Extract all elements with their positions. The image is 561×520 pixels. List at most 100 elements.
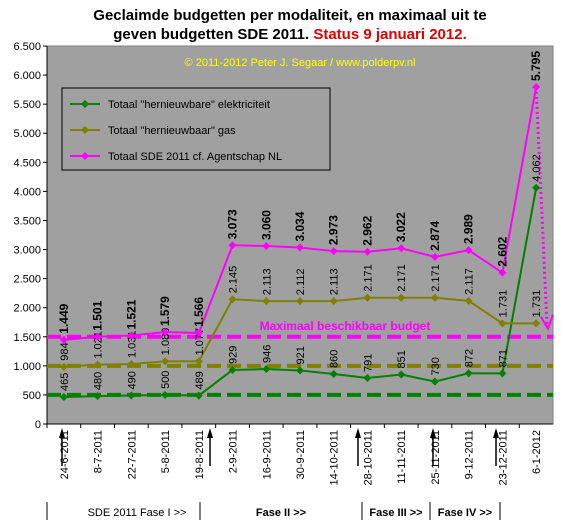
data-label: 5.795 (529, 51, 543, 81)
marker (532, 82, 541, 91)
data-label: 500 (160, 371, 172, 389)
data-label: 2.145 (228, 266, 240, 294)
phase-label: Fase III >> (369, 507, 422, 519)
legend-marker (81, 100, 89, 108)
phase-label: Fase II >> (256, 507, 306, 519)
x-tick-label: 5-8-2011 (160, 430, 172, 473)
x-tick-label: 22-7-2011 (126, 430, 138, 479)
marker (161, 390, 170, 399)
legend-label: Totaal SDE 2011 cf. Agentschap NL (108, 151, 282, 163)
y-tick-label: 3.000 (13, 245, 41, 257)
data-label: 2.113 (261, 268, 273, 295)
marker (296, 366, 304, 375)
marker (329, 247, 338, 256)
x-tick-label: 11-11-2011 (396, 430, 408, 484)
y-tick-label: 0 (35, 419, 41, 431)
marker (161, 357, 170, 366)
marker (498, 369, 507, 378)
data-label: 2.962 (360, 215, 374, 245)
y-tick-label: 4.500 (13, 157, 41, 169)
legend-box (61, 87, 331, 171)
phase-label: Fase IV >> (438, 507, 492, 519)
marker (93, 360, 102, 369)
marker (93, 392, 102, 401)
marker (194, 328, 203, 337)
data-label: 2.117 (464, 268, 476, 295)
data-label: 2.171 (396, 264, 408, 292)
legend-label: Totaal "hernieuwbare" elektriciteit (108, 99, 270, 111)
legend-label: Totaal "hernieuwbaar" gas (108, 125, 236, 137)
marker (127, 360, 136, 369)
data-label: 929 (228, 346, 240, 364)
marker (262, 364, 271, 373)
data-label: 871 (497, 349, 509, 367)
y-tick-label: 4.000 (13, 186, 41, 198)
data-label: 3.073 (226, 209, 240, 239)
phase-label: SDE 2011 Fase I >> (88, 507, 187, 519)
trend-arrow-head (540, 314, 554, 332)
marker (262, 242, 271, 251)
phase-arrow-head (59, 428, 65, 438)
data-label: 1.449 (57, 303, 71, 333)
data-label: 3.034 (293, 211, 307, 241)
data-label: 489 (194, 371, 206, 389)
marker (59, 392, 68, 401)
marker (329, 297, 338, 306)
data-label: 4.062 (531, 154, 543, 182)
y-tick-label: 2.500 (13, 274, 41, 286)
marker (397, 370, 406, 379)
marker (59, 335, 68, 344)
phase-arrow-head (493, 428, 499, 438)
marker (127, 331, 136, 340)
data-label: 860 (329, 350, 341, 368)
data-label: 872 (464, 349, 476, 367)
marker (228, 241, 237, 250)
data-label: 2.973 (327, 215, 341, 245)
marker (262, 297, 271, 306)
y-tick-label: 1.000 (13, 361, 41, 373)
phase-arrow-head (207, 428, 213, 438)
marker (397, 244, 406, 253)
y-tick-label: 1.500 (13, 332, 41, 344)
data-label: 946 (261, 345, 273, 363)
data-label: 2.989 (462, 214, 476, 244)
legend-marker (81, 126, 89, 134)
x-tick-label: 19-8-2011 (194, 430, 206, 479)
y-tick-label: 2.000 (13, 303, 41, 315)
chart-title: Geclaimde budgetten per modaliteit, en m… (93, 7, 486, 24)
marker (363, 374, 372, 383)
data-label: 730 (430, 357, 442, 375)
marker (329, 369, 338, 378)
x-tick-label: 23-12-2011 (497, 430, 509, 485)
marker (228, 295, 237, 304)
marker (161, 328, 170, 337)
data-label: 984 (59, 342, 71, 360)
x-tick-label: 8-7-2011 (93, 430, 105, 473)
marker (296, 297, 304, 306)
x-tick-label: 2-9-2011 (228, 430, 240, 473)
chart-title: geven budgetten SDE 2011. Status 9 janua… (113, 26, 466, 43)
legend: Totaal "hernieuwbare" elektriciteit Totaa… (61, 87, 331, 171)
marker (498, 268, 507, 277)
x-tick-label: 28-10-2011 (362, 430, 374, 485)
status: Status 9 januari 2012. (313, 26, 466, 43)
y-tick-label: 6.000 (13, 70, 41, 82)
marker (127, 391, 136, 400)
marker (59, 362, 68, 371)
y-tick-label: 500 (23, 390, 41, 402)
marker (397, 293, 406, 302)
legend-marker (81, 152, 89, 160)
data-label: 2.113 (329, 268, 341, 295)
marker (363, 293, 372, 302)
x-tick-label: 6-1-2012 (531, 430, 543, 474)
marker (464, 296, 473, 305)
marker (532, 319, 541, 328)
data-label: 921 (295, 346, 307, 364)
data-label: 1.521 (124, 299, 138, 329)
data-label: 791 (362, 354, 374, 372)
x-tick-label: 16-9-2011 (261, 430, 273, 479)
data-label: 3.060 (259, 210, 273, 240)
marker (228, 365, 237, 374)
data-label: 490 (126, 371, 138, 389)
